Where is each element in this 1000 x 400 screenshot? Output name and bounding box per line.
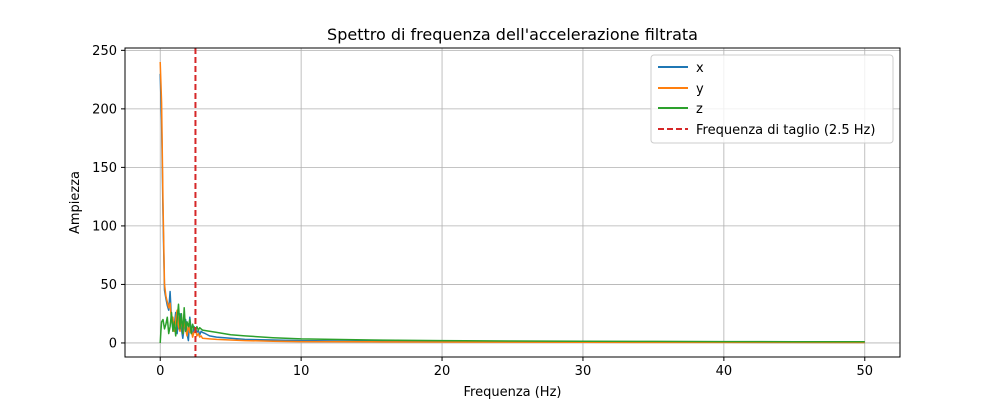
legend-box xyxy=(650,54,894,144)
x-tick-label: 20 xyxy=(434,364,451,379)
series-line-z xyxy=(159,303,865,344)
series-line-y xyxy=(159,61,865,344)
x-tick-label: 10 xyxy=(293,364,310,379)
y-tick-label: 50 xyxy=(100,278,117,293)
x-tick-label: 30 xyxy=(575,364,592,379)
y-tick-label: 250 xyxy=(92,44,117,59)
y-tick-label: 0 xyxy=(109,336,117,351)
chart-title: Spettro di frequenza dell'accelerazione … xyxy=(327,25,698,44)
y-tick-label: 100 xyxy=(92,219,117,234)
x-tick-label: 40 xyxy=(716,364,733,379)
legend: x y z Frequenza di taglio (2.5 Hz) xyxy=(650,54,894,144)
x-axis-label: Frequenza (Hz) xyxy=(464,385,562,400)
ticks: 0 10 20 30 40 50 0 50 100 150 200 250 xyxy=(92,44,873,379)
legend-label-x: x xyxy=(696,61,704,76)
legend-label-cutoff: Frequenza di taglio (2.5 Hz) xyxy=(696,123,875,138)
y-axis-label: Ampiezza xyxy=(68,171,83,234)
plot-area xyxy=(159,48,865,357)
legend-label-y: y xyxy=(696,82,704,97)
x-tick-label: 0 xyxy=(156,364,164,379)
y-tick-label: 200 xyxy=(92,102,117,117)
legend-label-z: z xyxy=(696,102,703,117)
axes-frame xyxy=(124,47,901,358)
x-tick-label: 50 xyxy=(856,364,873,379)
y-tick-label: 150 xyxy=(92,161,117,176)
